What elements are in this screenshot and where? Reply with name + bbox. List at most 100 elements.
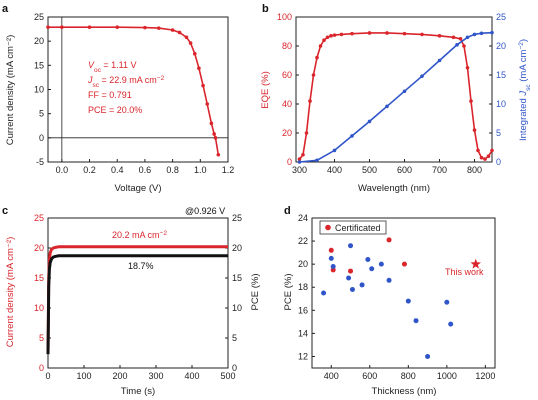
- data-point: [330, 267, 336, 273]
- y-tick-label: 15: [34, 60, 44, 70]
- data-point: [385, 31, 389, 35]
- annotation-ff: FF = 0.791: [88, 90, 132, 100]
- y-tick-label: 0: [39, 133, 44, 143]
- data-point: [304, 131, 309, 135]
- data-point: [339, 32, 344, 37]
- x-tick-label: 400: [184, 371, 199, 381]
- data-point: [328, 255, 334, 261]
- data-point: [386, 237, 392, 243]
- data-point: [437, 58, 442, 63]
- annotation-jsc: Jsc = 22.9 mA cm−2: [87, 75, 165, 89]
- x-axis-label: Thickness (nm): [372, 386, 437, 397]
- y-tick-label: 20: [298, 259, 308, 269]
- data-point: [46, 25, 50, 29]
- data-point: [350, 134, 354, 138]
- data-point: [386, 277, 392, 283]
- data-point: [328, 247, 334, 253]
- axis-ticks: 400 600 800 1000 1200 12 14 16 18 20 22 24: [298, 213, 495, 381]
- y-tick-label: 80: [282, 41, 292, 51]
- axis-ticks: 0.0 0.2 0.4 0.6 0.8 1.0 1.2 -5 0 5 10 15 20 25: [34, 12, 234, 175]
- data-point: [367, 119, 372, 124]
- x-tick-label: 800: [467, 165, 482, 175]
- data-point: [325, 35, 330, 40]
- data-point: [350, 31, 354, 36]
- series-layer: [321, 237, 481, 359]
- data-point: [346, 275, 352, 281]
- y2-axis-label: Integrated Jsc (mA cm−2): [518, 39, 532, 141]
- data-point: [465, 35, 470, 40]
- legend-label-certificated: Certificated: [335, 223, 381, 233]
- y2-axis-label: PCE (%): [250, 274, 261, 311]
- data-point: [413, 318, 419, 324]
- data-point: [465, 65, 470, 70]
- data-point: [192, 51, 197, 56]
- data-point: [197, 66, 201, 71]
- data-point: [330, 263, 336, 269]
- panel-label-d: d: [284, 205, 291, 217]
- annotation-current: 20.2 mA cm−2: [112, 230, 167, 241]
- data-point: [472, 128, 477, 132]
- data-point: [437, 34, 442, 38]
- data-point: [60, 25, 64, 29]
- data-point: [451, 35, 456, 40]
- x-tick-label: 0: [45, 371, 50, 381]
- data-point: [332, 33, 337, 37]
- y-tick-label: 20: [282, 128, 292, 138]
- y-tick-label: 25: [34, 213, 44, 223]
- x-tick-label: 0.2: [83, 165, 96, 175]
- data-point: [455, 43, 459, 47]
- x-tick-label: 1.2: [222, 165, 235, 175]
- y-tick-label: 5: [39, 109, 44, 119]
- data-point: [297, 157, 302, 161]
- panel-label-a: a: [2, 3, 9, 15]
- x-tick-label: 400: [327, 165, 342, 175]
- panel-d-thickness: 400 600 800 1000 1200 12 14 16 18 20 22 24 Thicknes…: [283, 213, 496, 397]
- y2-tick-label: 10: [496, 99, 506, 109]
- y-axis-label: Current density (mA cm⁻²): [5, 237, 16, 348]
- y-tick-label: 0: [287, 157, 292, 167]
- data-point: [458, 36, 463, 41]
- data-point: [479, 155, 484, 160]
- legend: Certificated: [319, 220, 387, 235]
- data-point: [213, 136, 218, 140]
- y2-tick-label: 10: [232, 303, 242, 313]
- x-tick-label: 0.6: [139, 165, 152, 175]
- x-tick-label: 0.4: [111, 165, 124, 175]
- annotation-pce-value: 18.7%: [128, 261, 154, 271]
- x-tick-label: 0.0: [56, 165, 69, 175]
- data-point: [476, 148, 480, 153]
- data-point: [365, 257, 371, 263]
- data-point: [332, 148, 337, 153]
- data-point: [315, 55, 319, 60]
- panel-label-b: b: [262, 3, 269, 15]
- series-line-0: [298, 32, 493, 161]
- x-tick-label: 800: [401, 371, 416, 381]
- series-layer: [297, 30, 494, 164]
- x-tick-label: 300: [148, 371, 163, 381]
- data-point: [490, 148, 494, 153]
- data-point: [156, 26, 161, 30]
- y2-tick-label: 15: [232, 273, 242, 283]
- y-tick-label: 20: [34, 243, 44, 253]
- data-point: [321, 290, 327, 296]
- data-point: [378, 261, 384, 267]
- y2-tick-label: 0: [496, 157, 501, 167]
- y-tick-label: 12: [298, 351, 308, 361]
- y-axis-label: PCE (%): [283, 274, 294, 311]
- data-point: [472, 32, 477, 37]
- x-tick-label: 500: [362, 165, 377, 175]
- y-tick-label: 5: [39, 333, 44, 343]
- y-tick-label: 16: [298, 305, 308, 315]
- data-point: [448, 321, 454, 327]
- data-point: [420, 74, 424, 78]
- data-point: [444, 299, 450, 305]
- data-point: [315, 158, 319, 163]
- series-line-1: [46, 254, 228, 355]
- data-point: [188, 41, 193, 45]
- y-axis-label: EQE (%): [260, 71, 271, 108]
- data-point: [359, 282, 365, 288]
- x-tick-label: 600: [397, 165, 412, 175]
- data-point: [201, 83, 205, 88]
